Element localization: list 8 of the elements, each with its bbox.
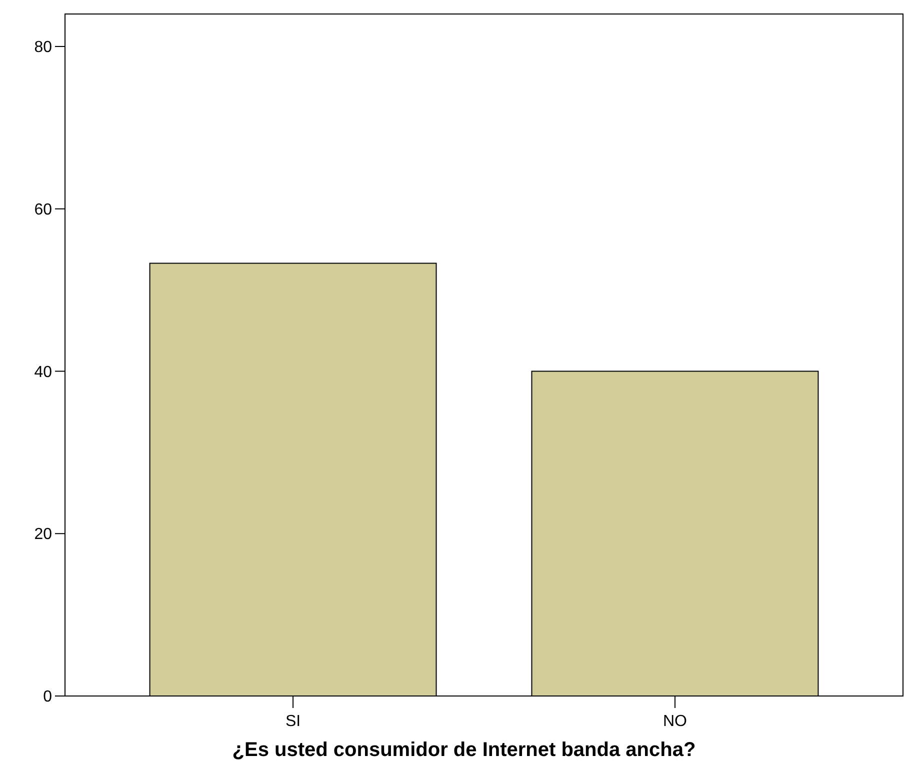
y-tick-label: 0 [43, 688, 52, 706]
y-tick-label: 40 [34, 364, 52, 381]
y-tick-label: 80 [34, 39, 52, 56]
y-tick-label: 60 [34, 201, 52, 218]
x-tick-label: NO [662, 713, 687, 730]
x-axis-title: ¿Es usted consumidor de Internet banda ancha? [232, 739, 696, 761]
x-tick-label: SI [285, 713, 301, 730]
y-tick-label: 20 [34, 526, 52, 544]
